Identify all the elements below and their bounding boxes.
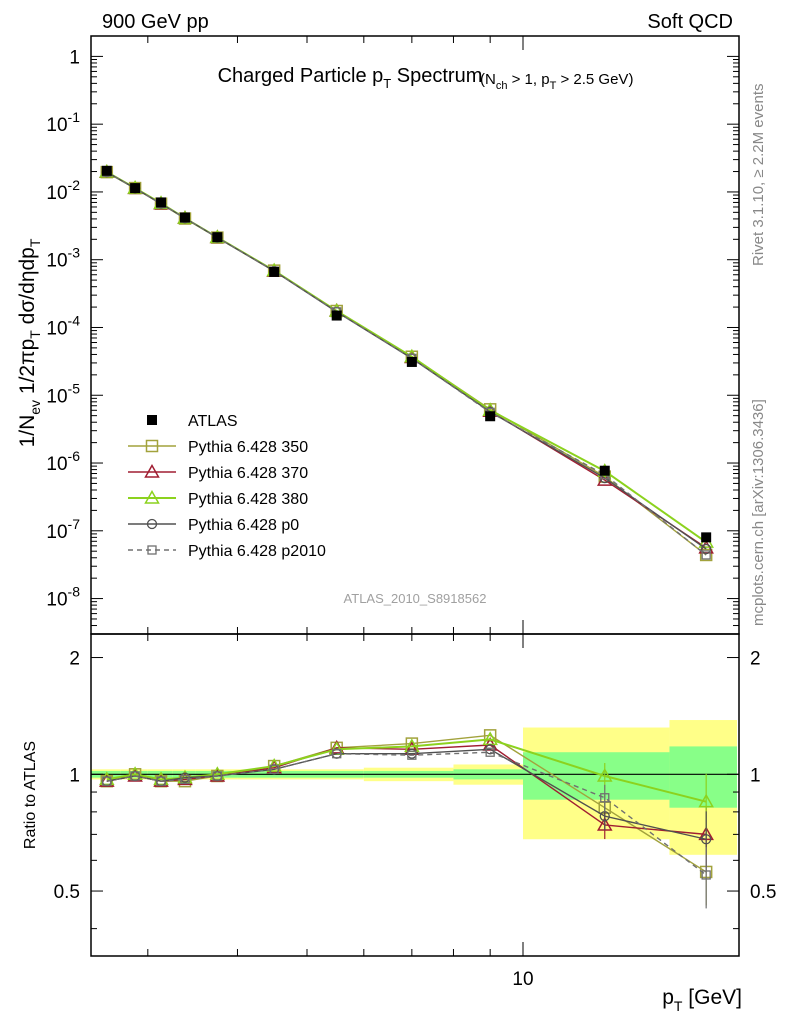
ratio-y-tick-label: 2 <box>750 649 761 670</box>
data-point <box>701 532 712 543</box>
ratio-point <box>269 764 279 774</box>
data-point <box>212 232 223 243</box>
ratio-frame-box <box>90 633 740 957</box>
y-tick-label: 10-4 <box>46 312 80 339</box>
ratio-point <box>332 749 342 759</box>
main-series <box>99 163 714 562</box>
data-point <box>156 197 167 208</box>
data-point <box>179 212 190 223</box>
data-point <box>699 548 713 562</box>
legend-marker <box>144 489 160 504</box>
header-right: Soft QCD <box>647 11 733 33</box>
legend-marker <box>145 439 159 453</box>
ratio-frame: 0.5 0.5 1 1 2 2 10 <box>54 633 776 990</box>
header-left: 900 GeV pp <box>102 11 209 33</box>
ratio-y-tick-label: 0.5 <box>750 882 776 903</box>
y-tick-label: 10-5 <box>46 380 80 407</box>
chart-title: Charged Particle pT Spectrum <box>218 65 483 91</box>
ratio-y-axis-label: Ratio to ATLAS <box>22 741 39 849</box>
ratio-point <box>212 771 223 781</box>
y-tick-label: 10-6 <box>46 448 80 475</box>
ratio-line-2 <box>106 738 707 803</box>
mcplots-info: mcplots.cern.ch [arXiv:1306.3436] <box>750 399 767 626</box>
legend-label: ATLAS <box>188 413 238 430</box>
ratio-y-tick-label: 1 <box>750 765 761 786</box>
legend-marker <box>147 545 157 555</box>
main-frame: 10-8 10-7 10-6 10-5 10-4 10-3 10-2 10-1 1 <box>46 35 740 635</box>
y-tick-label: 1 <box>69 47 80 68</box>
ratio-point <box>596 767 613 782</box>
ratio-point <box>600 793 610 803</box>
analysis-watermark: ATLAS_2010_S8918562 <box>344 591 487 606</box>
series-line-5 <box>106 171 707 556</box>
main-y-axis-label: 1/Nev 1/2πpT dσ/dηdpT <box>16 238 43 447</box>
y-tick-label: 10-7 <box>46 516 80 543</box>
y-tick-label: 10-8 <box>46 584 80 611</box>
ratio-series <box>99 729 714 909</box>
ratio-point <box>483 729 497 742</box>
legend-label: Pythia 6.428 370 <box>188 465 308 482</box>
ratio-y-tick-label: 2 <box>69 649 80 670</box>
y-tick-label: 10-2 <box>46 177 80 204</box>
ratio-point <box>701 870 711 880</box>
ratio-point <box>485 747 495 757</box>
ratio-point <box>701 834 712 845</box>
ratio-line-4 <box>106 751 707 876</box>
y-tick-label: 10-1 <box>46 109 80 136</box>
x-tick-label: 10 <box>512 969 533 990</box>
data-point <box>701 543 712 555</box>
ratio-point <box>130 771 140 781</box>
data-point <box>331 310 342 321</box>
data-point <box>406 356 417 367</box>
ratio-bands <box>91 720 737 855</box>
green-band-bin <box>669 746 737 808</box>
legend-marker <box>146 518 158 530</box>
data-point <box>130 183 141 194</box>
ratio-y-tick-label: 0.5 <box>54 882 80 903</box>
ratio-point <box>156 776 166 786</box>
ratio-point <box>102 776 112 786</box>
legend: ATLAS Pythia 6.428 350 Pythia 6.428 370 Pyt… <box>128 413 326 560</box>
data-point <box>599 465 610 476</box>
rivet-info: Rivet 3.1.10, ≥ 2.2M events <box>750 84 767 267</box>
green-band-bin <box>523 752 670 800</box>
data-point <box>101 165 112 176</box>
data-point <box>701 550 711 560</box>
legend-marker <box>144 463 160 478</box>
legend-label: Pythia 6.428 380 <box>188 491 308 508</box>
ratio-point <box>698 793 714 808</box>
legend-label: Pythia 6.428 p2010 <box>188 543 326 560</box>
legend-marker <box>147 415 157 425</box>
data-point <box>485 411 496 422</box>
chart-subtitle: (Nch > 1, pT > 2.5 GeV) <box>480 71 633 92</box>
ratio-point <box>407 750 417 760</box>
legend-label: Pythia 6.428 p0 <box>188 517 299 534</box>
ratio-y-tick-label: 1 <box>69 765 80 786</box>
data-point <box>269 266 280 277</box>
y-tick-label: 10-3 <box>46 245 80 272</box>
ratio-point <box>180 774 190 785</box>
x-axis-label: pT [GeV] <box>662 986 742 1014</box>
legend-label: Pythia 6.428 350 <box>188 439 308 456</box>
